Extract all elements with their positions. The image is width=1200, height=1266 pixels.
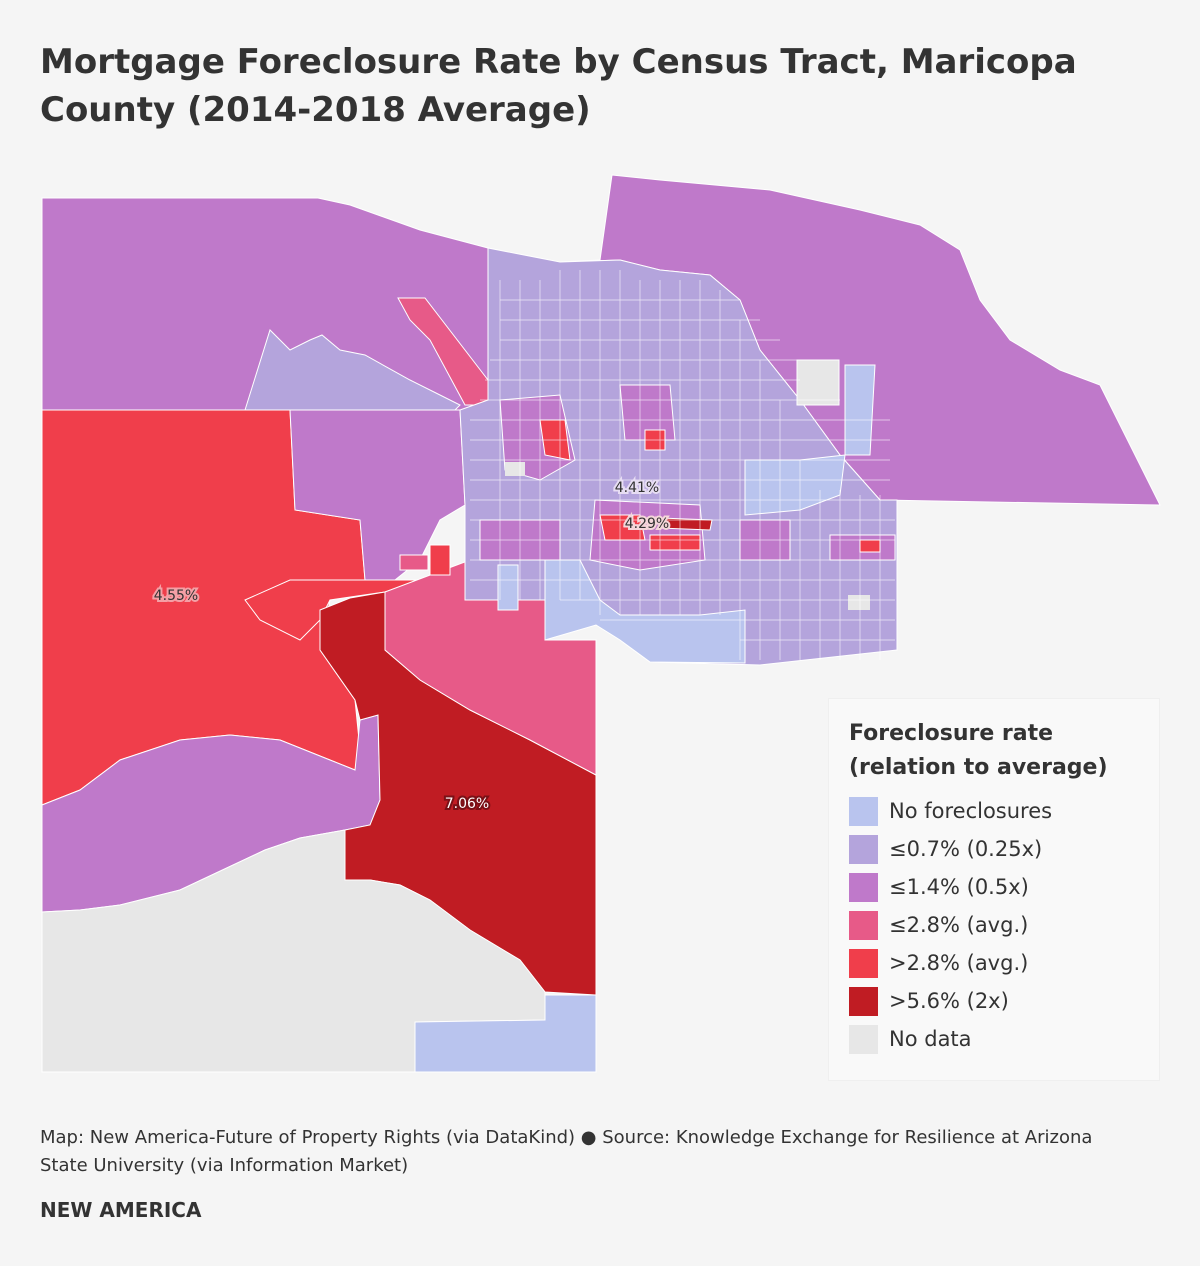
county-map: 4.55% 7.06% 4.41% 4.29% (41, 174, 1161, 1073)
legend-swatch (849, 910, 878, 940)
source-note: Map: New America-Future of Property Righ… (40, 1127, 1093, 1176)
legend-item-no-foreclosures: No foreclosures (849, 796, 1052, 826)
legend-swatch (849, 1024, 878, 1054)
legend-swatch (849, 834, 878, 864)
legend-label: >2.8% (avg.) (889, 951, 1029, 975)
legend-item-no-data: No data (849, 1024, 972, 1054)
legend-title: Foreclosure rate (relation to average) (849, 721, 1108, 780)
region-east-no-data (796, 359, 840, 406)
legend-item-gt-2-8: >2.8% (avg.) (849, 948, 1028, 978)
tract-blue-1 (497, 564, 519, 611)
tract-cluster-6 (649, 534, 701, 551)
tract-cluster-10 (859, 539, 881, 553)
legend-label: ≤1.4% (0.5x) (889, 875, 1029, 899)
legend-swatch (849, 872, 878, 902)
legend-item-le-2-8: ≤2.8% (avg.) (849, 910, 1028, 940)
brand-logo-text: NEW AMERICA (40, 1198, 202, 1222)
legend-swatch (849, 948, 878, 978)
map-label-central-north: 4.41% (615, 480, 659, 496)
legend-label: ≤2.8% (avg.) (889, 913, 1029, 937)
region-west-lavender (244, 329, 461, 411)
map-label-west: 4.55% (154, 588, 198, 604)
tract-pink-1 (399, 554, 429, 571)
legend-item-le-0-7: ≤0.7% (0.25x) (849, 834, 1042, 864)
tract-no-data-1 (505, 462, 525, 476)
tract-grid (470, 270, 895, 660)
tract-no-data-2 (848, 595, 870, 610)
legend-item-le-1-4: ≤1.4% (0.5x) (849, 872, 1029, 902)
legend-item-gt-5-6: >5.6% (2x) (849, 986, 1009, 1016)
map-label-central-south: 4.29% (625, 516, 669, 532)
tract-red-1 (429, 544, 451, 576)
legend-label: ≤0.7% (0.25x) (889, 837, 1043, 861)
legend-label: No foreclosures (889, 799, 1053, 823)
legend-label: No data (889, 1027, 972, 1051)
map-title: Mortgage Foreclosure Rate by Census Trac… (40, 42, 1077, 130)
legend-swatch (849, 986, 878, 1016)
region-southeast-blue (544, 559, 746, 664)
legend-label: >5.6% (2x) (889, 989, 1009, 1013)
region-south-blue (414, 994, 597, 1073)
tract-cluster-1 (499, 394, 576, 481)
map-legend: Foreclosure rate (relation to average) N… (828, 698, 1160, 1081)
legend-swatch (849, 796, 878, 826)
map-label-south: 7.06% (445, 796, 489, 812)
